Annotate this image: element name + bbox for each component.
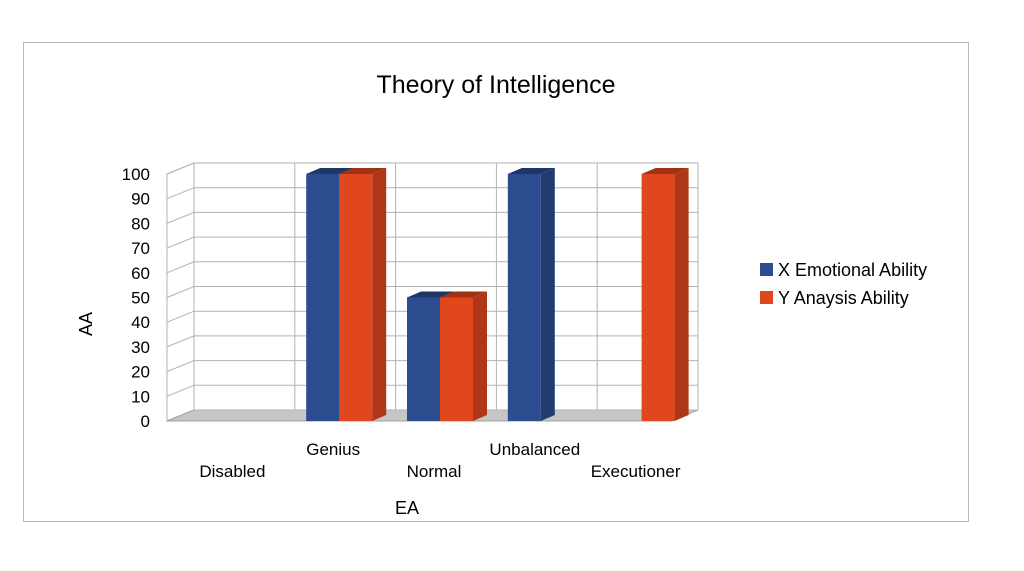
- bar: [641, 168, 689, 421]
- x-tick-label: Normal: [407, 462, 462, 481]
- y-tick-label: 0: [141, 412, 150, 431]
- x-axis-title: EA: [395, 498, 419, 518]
- x-tick-label: Executioner: [591, 462, 681, 481]
- bars: [306, 168, 689, 421]
- bar-side: [540, 168, 555, 421]
- bar: [339, 168, 387, 421]
- gridline: [166, 236, 698, 249]
- legend-label: Y Anaysis Ability: [778, 288, 909, 308]
- y-tick-label: 80: [131, 214, 150, 233]
- y-tick-label: 50: [131, 289, 150, 308]
- y-tick-label: 10: [131, 387, 150, 406]
- y-tick-label: 30: [131, 338, 150, 357]
- gridline: [166, 261, 698, 274]
- x-tick-label: Genius: [306, 440, 360, 459]
- bar-front: [407, 297, 440, 421]
- bar-front: [339, 174, 373, 421]
- x-tick-label: Unbalanced: [489, 440, 580, 459]
- legend-swatch: [760, 291, 773, 304]
- bar-top: [641, 168, 689, 174]
- bar: [507, 168, 555, 421]
- gridline: [166, 162, 698, 175]
- bar-front: [306, 174, 340, 421]
- legend-swatch: [760, 263, 773, 276]
- bar-side: [372, 168, 387, 421]
- legend: X Emotional Ability Y Anaysis Ability: [760, 260, 927, 308]
- gridline: [166, 187, 698, 200]
- bar-top: [306, 168, 354, 174]
- y-tick-label: 90: [131, 190, 150, 209]
- bar-side: [674, 168, 689, 421]
- x-tick-labels: Disabled Genius Normal Unbalanced Executione…: [199, 440, 680, 481]
- y-tick-label: 20: [131, 363, 150, 382]
- legend-label: X Emotional Ability: [778, 260, 927, 280]
- y-tick-label: 70: [131, 239, 150, 258]
- y-tick-label: 100: [122, 165, 150, 184]
- bar-top: [440, 291, 487, 298]
- bar-side: [473, 291, 487, 421]
- y-tick-labels: 0 10 20 30 40 50 60 70 80 90 100: [122, 165, 150, 431]
- bar-front: [507, 174, 541, 421]
- bar-front: [641, 174, 675, 421]
- x-tick-label: Disabled: [199, 462, 265, 481]
- y-tick-label: 40: [131, 313, 150, 332]
- y-tick-label: 60: [131, 264, 150, 283]
- bar: [440, 291, 487, 421]
- gridline: [166, 211, 698, 224]
- bar-top: [507, 168, 555, 174]
- bar-top: [339, 168, 387, 174]
- chart-title: Theory of Intelligence: [376, 71, 615, 99]
- bar-front: [440, 297, 473, 421]
- bar-top: [407, 291, 454, 298]
- y-axis-title: AA: [76, 312, 96, 336]
